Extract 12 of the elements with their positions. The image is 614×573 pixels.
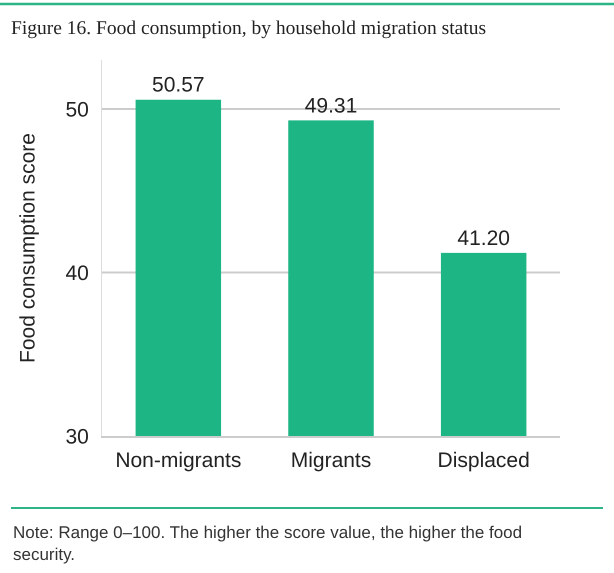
- data-label: 49.31: [304, 94, 358, 118]
- y-axis-title: Food consumption score: [16, 133, 40, 363]
- y-tick-label: 50: [65, 98, 89, 122]
- x-tick-label: Migrants: [290, 448, 372, 472]
- x-tick-label: Non-migrants: [115, 448, 242, 472]
- chart-title: Figure 16. Food consumption, by household migration status: [11, 18, 486, 39]
- x-tick-label: Displaced: [438, 448, 530, 472]
- y-tick-label: 30: [65, 425, 89, 448]
- data-label: 41.20: [457, 226, 510, 250]
- text: Note: Range 0–100. The higher the score value, the higher the food security.: [13, 523, 522, 564]
- y-tick-label: 40: [65, 262, 89, 285]
- data-label: 50.57: [152, 74, 205, 97]
